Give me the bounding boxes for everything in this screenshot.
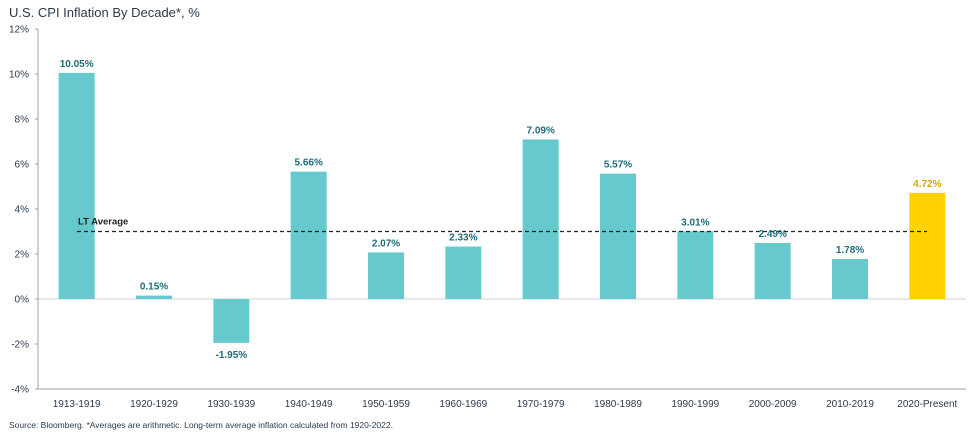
axis-layer: -4% -2% 0% 2% 4% 6% 8% 10% 12%: [9, 25, 966, 396]
x-tick-label: 1940-1949: [285, 399, 333, 410]
y-tick-label: 0%: [15, 295, 30, 306]
x-tick-label: 1913-1919: [53, 399, 101, 410]
bar: [213, 299, 250, 343]
x-tick-label: 1970-1979: [517, 399, 565, 410]
data-label: 2.49%: [758, 229, 786, 240]
x-tick-label: 2020-Present: [897, 399, 957, 410]
data-label: 5.66%: [294, 158, 322, 169]
x-tick-label: 1960-1969: [439, 399, 487, 410]
reference-line-layer: LT Average: [77, 217, 927, 233]
chart-source-note: Source: Bloomberg. *Averages are arithme…: [9, 420, 393, 430]
data-label: 5.57%: [604, 160, 632, 171]
y-tick-label: 12%: [9, 25, 29, 36]
bar: [58, 72, 95, 299]
x-tick-label: 1920-1929: [130, 399, 178, 410]
bars-layer: [58, 72, 946, 343]
y-tick-label: 4%: [15, 205, 30, 216]
x-tick-label: 2000-2009: [749, 399, 797, 410]
bar: [909, 192, 946, 299]
data-label: 4.72%: [913, 179, 941, 190]
bar: [677, 231, 714, 299]
y-tick-label: 8%: [15, 115, 30, 126]
data-label: 2.07%: [372, 238, 400, 249]
data-label: 1.78%: [836, 245, 864, 256]
labels-layer: 1913-1919 10.05% 1920-1929 0.15% 1930-1939 -1…: [53, 59, 958, 410]
y-tick-label: 6%: [15, 160, 30, 171]
chart-title: U.S. CPI Inflation By Decade*, %: [9, 5, 200, 20]
lt-average-label: LT Average: [78, 217, 128, 228]
y-tick-label: 10%: [9, 70, 29, 81]
bar: [832, 258, 868, 299]
x-tick-label: 2010-2019: [826, 399, 874, 410]
x-tick-label: 1980-1989: [594, 399, 642, 410]
bar: [136, 295, 172, 299]
data-label: 2.33%: [449, 233, 477, 244]
y-tick-label: 2%: [15, 250, 30, 261]
bar: [290, 171, 327, 299]
data-label: 7.09%: [526, 125, 554, 136]
bar: [445, 246, 482, 299]
bar: [600, 173, 636, 299]
x-tick-label: 1930-1939: [207, 399, 255, 410]
data-label: 3.01%: [681, 217, 709, 228]
bar: [522, 139, 559, 299]
y-tick-label: -4%: [11, 385, 29, 396]
bar: [368, 252, 404, 299]
data-label: 10.05%: [60, 59, 94, 70]
y-tick-label: -2%: [11, 340, 29, 351]
data-label: -1.95%: [215, 350, 247, 361]
bar: [754, 242, 791, 299]
data-label: 0.15%: [140, 282, 168, 293]
x-tick-label: 1990-1999: [671, 399, 719, 410]
x-tick-label: 1950-1959: [362, 399, 410, 410]
